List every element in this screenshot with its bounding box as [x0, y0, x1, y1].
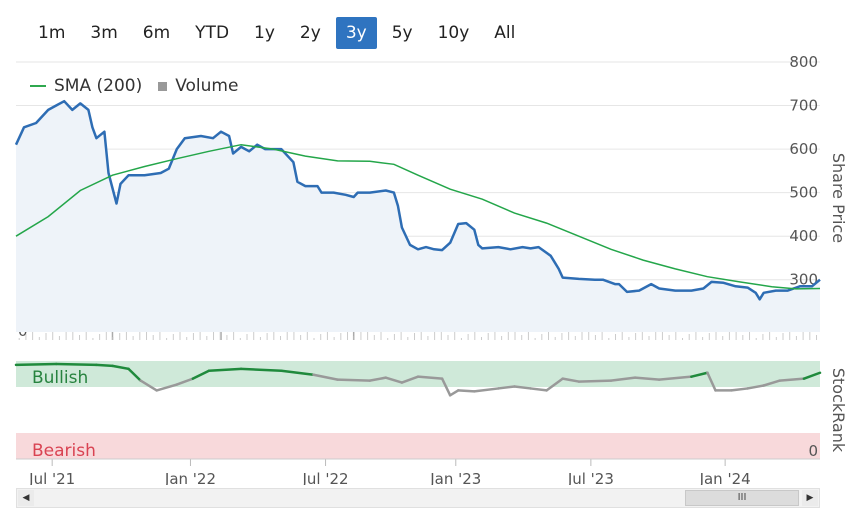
volume-legend-label[interactable]: Volume	[175, 76, 239, 96]
stockrank-segment	[368, 376, 388, 382]
stockrank-segment	[336, 378, 372, 382]
sma-line	[15, 143, 821, 290]
stockrank-segment	[400, 375, 420, 384]
scrollbar-thumb[interactable]: III	[685, 490, 799, 506]
price-tick-label: 700	[789, 97, 818, 115]
stockrank-min-label: 0	[808, 442, 818, 460]
stockrank-segment	[207, 367, 243, 373]
bearish-label: Bearish	[32, 441, 96, 461]
stockrank-segment	[529, 387, 548, 392]
stockrank-segment	[440, 377, 452, 397]
stockrank-segment	[312, 373, 339, 381]
stockrank-segment	[14, 362, 58, 367]
bearish-band	[16, 433, 820, 459]
bullish-label: Bullish	[32, 368, 88, 388]
range-button-10y[interactable]: 10y	[437, 23, 470, 43]
price-tick-label: 400	[789, 227, 818, 245]
sma-legend-swatch	[30, 85, 46, 87]
stockrank-segment	[730, 387, 749, 392]
x-tick-label: Jan '23	[429, 470, 481, 485]
range-selector: 1m 3m 6m YTD 1y 2y 3y 5y 10y All	[28, 17, 530, 49]
stockrank-segment	[497, 385, 516, 390]
chart-legend: SMA (200) Volume	[30, 76, 238, 96]
stockrank-segment	[54, 362, 98, 367]
stockrank-segment	[448, 389, 460, 397]
range-button-all[interactable]: All	[494, 23, 516, 43]
stockrank-segment	[175, 377, 195, 386]
x-tick-label: Jan '22	[164, 470, 216, 485]
stockrank-segment	[139, 379, 158, 392]
scroll-right-icon[interactable]: ▶	[802, 490, 818, 506]
stockrank-segment	[802, 371, 822, 380]
stockrank-segment	[95, 363, 114, 368]
stockrank-segment	[762, 379, 782, 387]
sma-legend-label[interactable]: SMA (200)	[54, 76, 143, 96]
stockrank-segment	[577, 379, 613, 383]
scroll-left-icon[interactable]: ◀	[18, 490, 34, 506]
x-tick-label: Jul '21	[28, 470, 75, 485]
range-button-1y[interactable]: 1y	[254, 23, 275, 43]
x-tick-label: Jan '24	[699, 470, 751, 485]
price-tick-label: 600	[789, 140, 818, 158]
stockrank-segment	[384, 376, 404, 384]
stockrank-segment	[633, 376, 661, 381]
range-button-ytd[interactable]: YTD	[195, 23, 230, 43]
stockrank-segment	[513, 385, 532, 390]
price-tick-label: 800	[789, 53, 818, 71]
stockrank-segment	[609, 376, 637, 382]
price-chart: 2003004005006007008002m2m800k0Share Pric…	[14, 53, 848, 485]
range-button-3m[interactable]: 3m	[90, 23, 118, 43]
stockrank-segment	[561, 377, 581, 383]
bullish-band	[16, 361, 820, 387]
range-button-6m[interactable]: 6m	[142, 23, 171, 43]
x-tick-label: Jul '23	[567, 470, 614, 485]
stockrank-segment	[127, 367, 142, 382]
stockrank-segment	[746, 384, 765, 390]
range-button-3y[interactable]: 3y	[335, 17, 377, 49]
stockrank-segment	[473, 387, 500, 393]
stockrank-segment	[239, 367, 283, 373]
stockrank-segment	[280, 369, 315, 376]
stockrank-segment	[456, 389, 476, 393]
price-axis-title: Share Price	[829, 153, 848, 243]
stockrank-segment	[545, 377, 564, 392]
navigator-scrollbar[interactable]: ◀ III ▶	[16, 488, 820, 508]
x-tick-label: Jul '22	[302, 470, 349, 485]
stockrank-segment	[191, 369, 211, 380]
stockrank-segment	[778, 377, 806, 382]
stockrank-segment	[155, 383, 179, 392]
range-button-5y[interactable]: 5y	[391, 23, 413, 43]
stockrank-segment	[111, 364, 130, 371]
price-tick-label: 500	[789, 184, 818, 202]
price-area	[16, 101, 820, 332]
volume-legend-swatch	[158, 81, 168, 91]
range-button-1m[interactable]: 1m	[38, 23, 66, 43]
range-button-2y[interactable]: 2y	[299, 23, 321, 43]
stockrank-axis-title: StockRank	[829, 368, 848, 453]
price-line	[14, 99, 821, 301]
stockrank-segment	[657, 375, 693, 381]
stockrank-segment	[706, 371, 717, 392]
stockrank-segment	[416, 375, 444, 380]
price-tick-label: 300	[789, 271, 818, 289]
stockrank-segment	[690, 371, 709, 378]
